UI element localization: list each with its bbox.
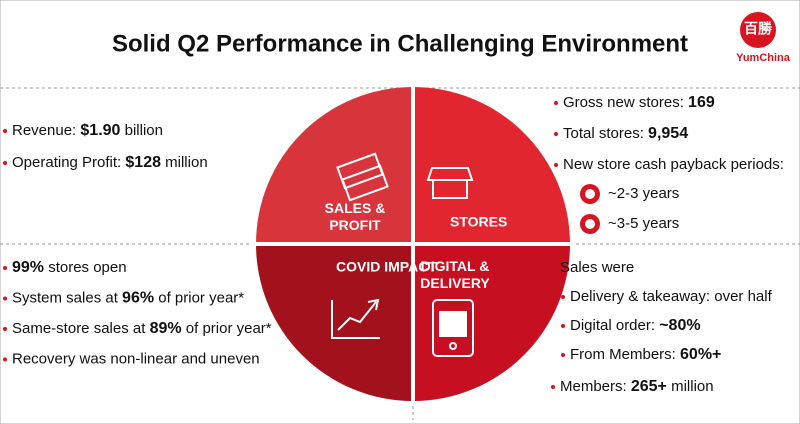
chart-icon (331, 298, 380, 339)
text-segment: 265+ (631, 378, 667, 395)
bullet-text: Total stores: 9,954 (563, 125, 688, 142)
bullet-text: Digital order: ~80% (570, 317, 701, 334)
text-segment: $1.90 (80, 122, 120, 139)
bullet-dot (3, 161, 7, 165)
text-segment: New store cash payback periods: (563, 156, 784, 173)
bullet-dot (554, 132, 558, 136)
text-segment: 96% (122, 290, 154, 307)
text-segment: Members: (560, 378, 631, 395)
text-segment: billion (120, 122, 163, 139)
bullet-text: 99% stores open (12, 259, 127, 276)
text-segment: million (161, 154, 208, 171)
payback-text: ~2-3 years (608, 185, 679, 202)
brand-icon-inner (585, 189, 595, 199)
text-segment: System sales at (12, 289, 122, 306)
bullet-text: New store cash payback periods: (563, 156, 784, 173)
text-segment: of prior year* (154, 289, 244, 306)
bullet-dot (561, 324, 565, 328)
bullets: Revenue: $1.90 billion Operating Profit: … (3, 94, 784, 395)
quadrant-label: PROFIT (329, 217, 381, 233)
bullet-dot (554, 101, 558, 105)
quadrant (413, 244, 570, 401)
text-segment: Gross new stores: (563, 94, 688, 111)
bullet-dot (561, 295, 565, 299)
text-segment: From Members: (570, 346, 680, 363)
text-segment: of prior year* (182, 320, 272, 337)
bullet-text: Delivery & takeaway: over half (570, 288, 773, 305)
quadrant-label: DELIVERY (420, 275, 490, 291)
text-segment: Recovery was non-linear and uneven (12, 350, 260, 367)
money-icon (336, 152, 389, 202)
logo-text: YumChina (736, 52, 791, 64)
bullet-dot (551, 385, 555, 389)
logo-mark (740, 12, 776, 48)
bullet-text: From Members: 60%+ (570, 346, 721, 363)
text-segment: stores open (44, 259, 127, 276)
store-icon (426, 167, 474, 199)
quadrant (413, 87, 570, 244)
text-segment: Delivery & takeaway: over half (570, 288, 773, 305)
quadrant-label: SALES & (325, 200, 386, 216)
bullet-text: Recovery was non-linear and uneven (12, 350, 260, 367)
title: Solid Q2 Performance in Challenging Envi… (112, 30, 688, 57)
bullet-text: Gross new stores: 169 (563, 94, 715, 111)
quadrant (256, 244, 413, 401)
bullet-text: Revenue: $1.90 billion (12, 122, 163, 139)
text-segment: Total stores: (563, 125, 648, 142)
bullet-text: Operating Profit: $128 million (12, 154, 208, 171)
quadrant (256, 87, 413, 244)
text-segment: $128 (125, 154, 161, 171)
brand-icon-inner (585, 219, 595, 229)
intro-text: Sales were (560, 259, 634, 276)
text-segment: 99% (12, 259, 44, 276)
bullet-dot (561, 353, 565, 357)
bullet-dot (554, 163, 558, 167)
text-segment: 89% (150, 320, 182, 337)
text-segment: 9,954 (648, 125, 688, 142)
text-segment: ~80% (659, 317, 700, 334)
text-segment: 60%+ (680, 346, 721, 363)
bullet-dot (3, 129, 7, 133)
quadrant-label: COVID IMPACT (336, 259, 437, 275)
text-segment: Digital order: (570, 317, 659, 334)
bullet-dot (3, 327, 7, 331)
logo-chars: 百勝 (744, 21, 773, 37)
bullet-text: System sales at 96% of prior year* (12, 289, 244, 306)
text-segment: Operating Profit: (12, 154, 125, 171)
text-segment: Revenue: (12, 122, 80, 139)
text-segment: million (667, 378, 714, 395)
bullet-dot (3, 357, 7, 362)
text-segment: Same-store sales at (12, 320, 150, 337)
bullet-dot (3, 266, 7, 270)
bullet-text: Members: 265+ million (560, 378, 714, 395)
quadrant-label: DIGITAL & (421, 258, 490, 274)
text-segment: 169 (688, 94, 715, 111)
payback-text: ~3-5 years (608, 215, 679, 232)
quadrant-label: STORES (450, 214, 507, 230)
bullet-dot (3, 296, 7, 301)
bullet-text: Same-store sales at 89% of prior year* (12, 320, 272, 337)
phone-icon (432, 299, 474, 357)
quadrant-circle (250, 82, 576, 406)
